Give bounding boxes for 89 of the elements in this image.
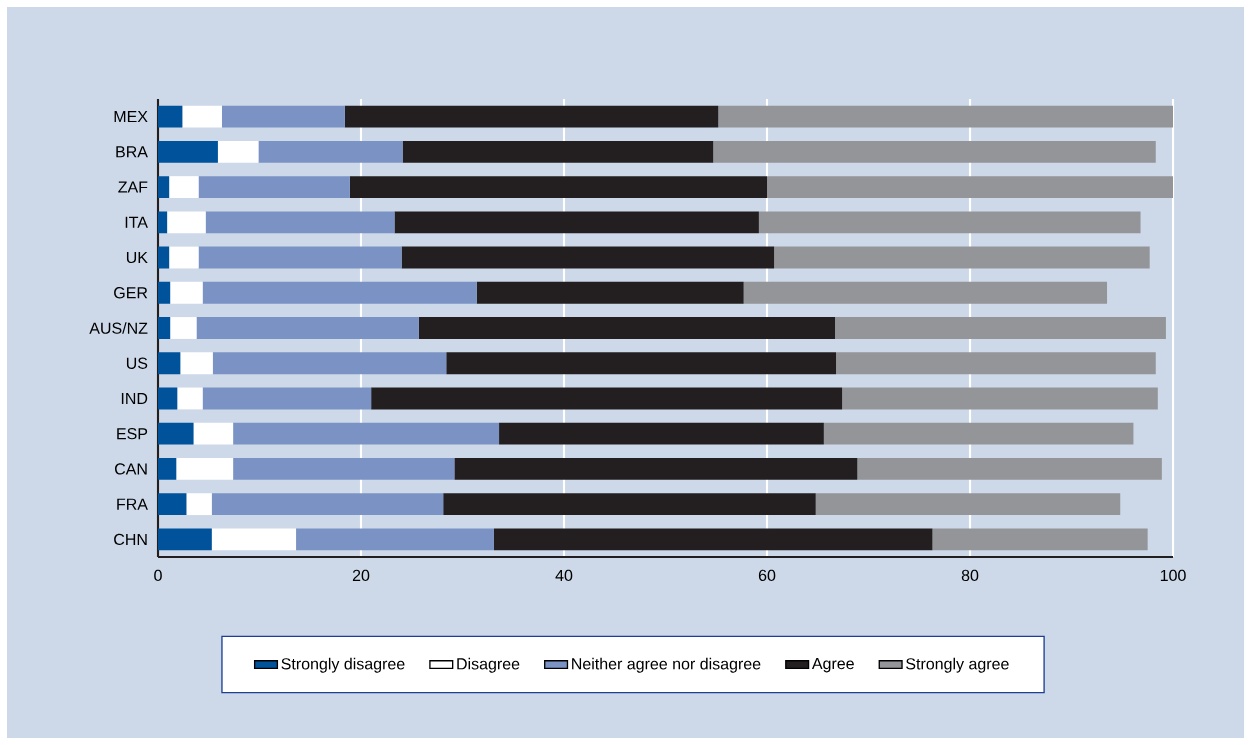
bar	[767, 176, 1174, 198]
bar	[499, 422, 824, 445]
bar	[401, 246, 775, 269]
bar	[158, 176, 170, 198]
bar	[158, 140, 218, 163]
bar	[193, 422, 234, 445]
bar	[713, 140, 1156, 163]
bar	[443, 493, 816, 516]
bar	[211, 493, 444, 516]
bar	[158, 493, 187, 516]
bar	[180, 352, 213, 375]
y-tick-label: ZAF	[118, 181, 148, 193]
bar	[743, 281, 1108, 304]
bar	[758, 211, 1141, 234]
y-tick-label: US	[126, 357, 148, 369]
y-tick-label: ESP	[117, 428, 148, 440]
bar	[493, 528, 933, 551]
bar	[158, 387, 178, 410]
x-tick-label: 80	[961, 569, 979, 582]
bar	[857, 458, 1162, 480]
x-tick-label: 40	[555, 569, 573, 582]
bar	[349, 176, 768, 198]
bar	[158, 458, 177, 480]
y-tick-label: CAN	[114, 463, 147, 475]
bar	[932, 528, 1148, 551]
bar	[167, 211, 206, 234]
y-tick-label: IND	[121, 392, 148, 404]
y-tick-label: AUS/NZ	[89, 322, 148, 334]
y-tick-label: GER	[114, 287, 148, 299]
bar	[198, 176, 350, 198]
bar	[176, 458, 234, 480]
bar	[371, 387, 843, 410]
bar	[198, 246, 402, 269]
bar	[170, 281, 203, 304]
bar	[158, 211, 168, 234]
bar	[202, 387, 372, 410]
x-tick-label: 20	[352, 569, 370, 582]
bar	[217, 140, 259, 163]
bar	[158, 281, 171, 304]
bar	[344, 105, 719, 128]
bar	[169, 246, 199, 269]
bar	[296, 528, 494, 551]
bar	[182, 105, 222, 128]
x-tick-label: 60	[758, 569, 776, 582]
bar	[211, 528, 297, 551]
y-tick-label: CHN	[114, 533, 147, 546]
bar	[158, 528, 212, 551]
bar	[158, 422, 194, 445]
bar	[233, 458, 455, 480]
bar	[202, 281, 477, 304]
bar	[815, 493, 1121, 516]
bar	[177, 387, 203, 410]
y-tick-label: UK	[126, 251, 148, 264]
legend-label: Strongly disagree	[281, 657, 405, 673]
bar	[258, 140, 403, 163]
bar	[158, 352, 181, 375]
x-tick-label: 100	[1160, 569, 1186, 582]
bar	[835, 317, 1166, 339]
y-tick-label: BRA	[116, 146, 148, 158]
y-tick-label: ITA	[125, 216, 148, 228]
bar	[169, 176, 199, 198]
y-tick-label: MEX	[114, 111, 148, 123]
x-tick-label: 0	[154, 569, 162, 582]
bar	[205, 211, 395, 234]
bar	[158, 246, 170, 269]
legend-label: Disagree	[457, 657, 520, 673]
bar	[158, 317, 171, 339]
bar	[836, 352, 1156, 375]
bar	[233, 422, 500, 445]
bar	[418, 317, 836, 339]
bar	[774, 246, 1150, 269]
bar	[823, 422, 1134, 445]
bar	[402, 140, 714, 163]
legend-label: Neither agree nor disagree	[572, 657, 761, 673]
bar	[394, 211, 759, 234]
bar	[196, 317, 419, 339]
bar	[212, 352, 447, 375]
bar	[718, 105, 1174, 128]
bar	[476, 281, 744, 304]
bar	[221, 105, 345, 128]
legend-label: Strongly agree	[906, 657, 1009, 673]
y-tick-label: FRA	[117, 498, 148, 510]
bar	[186, 493, 212, 516]
bar	[170, 317, 197, 339]
legend-label: Agree	[811, 658, 854, 673]
bar	[454, 458, 858, 480]
bar	[842, 387, 1158, 410]
bar	[158, 105, 183, 128]
bar	[446, 352, 837, 375]
